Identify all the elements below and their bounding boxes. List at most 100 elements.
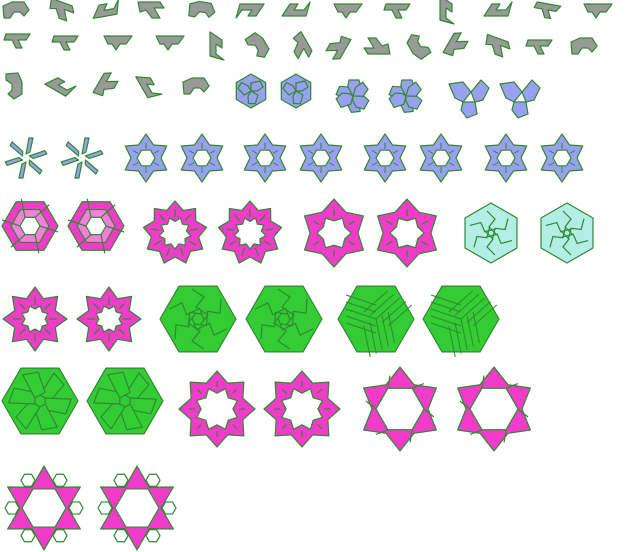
maze-wall [277, 288, 295, 326]
ring-seam [348, 240, 356, 246]
hexring-seam [251, 162, 258, 166]
gray-piece-s5 [525, 39, 553, 55]
hexring-seam [371, 162, 378, 166]
blue-pinwheel-tiling [335, 79, 370, 113]
hexring-seam [569, 150, 576, 154]
ring-seam [348, 220, 356, 226]
hex-inner-piece [292, 90, 304, 105]
maze-wall [193, 298, 222, 327]
ring-hole [196, 388, 238, 430]
gray-piece-s4 [103, 35, 133, 51]
maze-wall [279, 298, 308, 327]
ring-hole [389, 217, 425, 249]
spiral-seam [10, 234, 26, 248]
hexring-seam [427, 150, 434, 154]
hexring-hole [375, 149, 395, 167]
spiral-seam [34, 204, 50, 218]
hexring-seam [188, 150, 195, 154]
gray-piece-s3 [135, 76, 163, 99]
cyan-maze-hexagon [464, 202, 518, 264]
frame-seam [375, 429, 389, 436]
ring-seam [385, 240, 393, 246]
cube-stripe [381, 301, 407, 323]
spiral-seam [1, 219, 21, 227]
cube-stripe [472, 304, 498, 327]
maze-wall [562, 210, 574, 236]
blue-hex-tiling [280, 73, 312, 109]
gray-piece-s3 [281, 1, 311, 17]
frame-seam [459, 400, 471, 410]
maze-outline [464, 202, 518, 264]
blue-hexring-tiling [299, 133, 343, 183]
green-cube-hexagon [422, 285, 500, 358]
hex-inner-piece [295, 80, 309, 92]
gray-piece-s3 [92, 0, 119, 19]
spiral-seam [100, 204, 116, 218]
gray-piece-s2 [485, 33, 511, 58]
maze-wall [545, 221, 572, 233]
maze-wall [277, 317, 314, 337]
cube-stripe [387, 311, 395, 344]
maze-wall [484, 230, 496, 256]
ring-hole [158, 217, 192, 250]
ring-hole [95, 305, 123, 333]
ring-seam [421, 240, 429, 246]
spiral-seam [39, 225, 59, 233]
ring-seam [188, 240, 197, 246]
maze-wall [486, 210, 498, 236]
ring-seam [259, 214, 266, 222]
gray-piece-s3 [235, 3, 265, 19]
gray-piece-s2 [485, 33, 511, 58]
frame-seam [423, 408, 435, 418]
gray-piece-s5 [3, 33, 31, 49]
tilings-group [1, 73, 594, 551]
hexring-seam [272, 150, 279, 154]
hexring-seam [392, 150, 399, 154]
maze-wall [191, 288, 209, 326]
gray-piece-s1 [570, 37, 598, 55]
hex-inner-piece [282, 82, 297, 96]
ring-seam [196, 388, 202, 394]
frame-seam [411, 382, 425, 389]
hexring-seam [392, 162, 399, 166]
cube-stripe [381, 315, 389, 347]
gray-piece-s2 [92, 72, 119, 97]
tristar-arm [28, 159, 43, 175]
frame-seam [517, 408, 529, 418]
gray-piece-s2 [442, 32, 469, 57]
ring-seam [93, 328, 100, 335]
blue-propeller-tiling [448, 79, 490, 119]
maze-wall [254, 301, 291, 321]
propeller-piece [448, 81, 472, 103]
hexring-seam [448, 150, 455, 154]
gray-piece-s4 [333, 3, 363, 19]
gray-piece-s1 [2, 1, 30, 19]
cube-stripe [345, 315, 377, 327]
gray-piece-s4 [103, 35, 133, 51]
pinwheel-blade [405, 81, 422, 97]
frame-seam [469, 429, 483, 436]
ring-seam [263, 240, 272, 246]
ring-seam [118, 328, 125, 335]
gray-piece-s3 [92, 0, 119, 19]
tristar-arm [9, 141, 24, 157]
magenta-jagged-ring [142, 200, 208, 264]
maze-wall [168, 301, 205, 321]
cube-stripe [460, 318, 468, 351]
ring-seam [226, 228, 235, 231]
magenta-hexagram-frame [363, 366, 437, 452]
gray-piece-s4 [155, 35, 185, 51]
tristar-arm [65, 141, 80, 157]
magenta-flower-frame [97, 465, 177, 551]
tristar-arm [18, 161, 27, 179]
propeller-piece [499, 81, 523, 103]
blue-hex-tiling [235, 73, 267, 109]
gray-piece-s2 [49, 0, 75, 22]
ring-hole [233, 217, 267, 250]
magenta-spiral-hexagon [67, 198, 125, 254]
tristar-arm [25, 137, 34, 155]
hexring-seam [569, 162, 576, 166]
flower-petal-hole [52, 529, 68, 543]
ring-seam [317, 388, 323, 394]
